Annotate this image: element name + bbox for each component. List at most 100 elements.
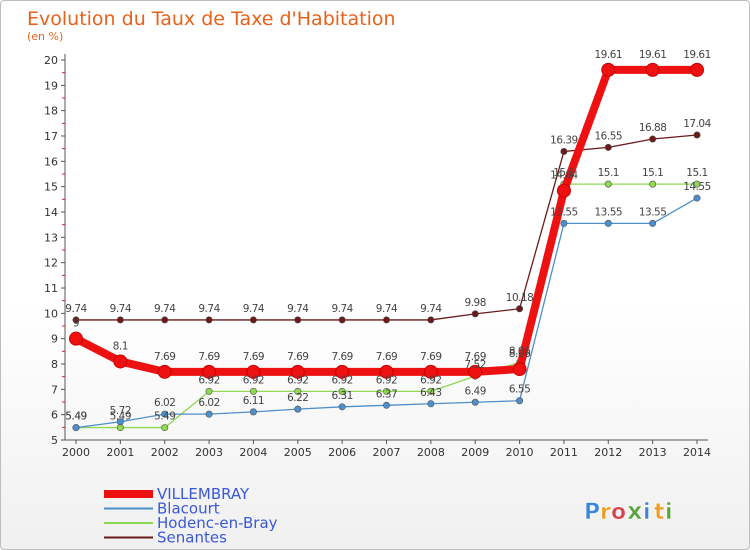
data-point [604,143,612,151]
x-tick-label: 2000 [62,446,90,459]
logo-letter: x [627,497,643,525]
data-point [157,364,172,379]
data-label: 14.84 [550,170,578,182]
x-tick-label: 2010 [506,446,534,459]
x-tick-label: 2002 [151,446,179,459]
data-label: 9.74 [65,303,87,315]
y-tick-label: 19 [44,79,58,92]
legend-label: Blacourt [157,500,220,518]
y-tick-label: 18 [44,105,58,118]
tick-labels: 5 6 7 8 9 10 11 12 13 14 15 16 17 18 19 20 2000 2001 2002 2… [44,54,711,459]
data-label: 6.92 [287,374,308,386]
data-label: 15.1 [642,167,663,179]
data-point [205,387,213,395]
data-point [649,219,657,227]
data-label: 7.69 [154,351,175,363]
data-point [427,400,435,408]
data-label: 7.69 [465,351,486,363]
data-point [294,405,302,413]
data-point [116,316,124,324]
legend-label: Hodenc-en-Bray [157,514,278,532]
data-label: 6.92 [420,374,441,386]
x-tick-label: 2012 [594,446,622,459]
data-label: 17.04 [683,118,711,130]
data-label: 7.52 [465,359,486,371]
data-point [382,387,390,395]
data-point [690,62,704,77]
axes [61,54,708,444]
data-label: 9.74 [243,303,265,315]
data-label: 6.55 [509,384,530,396]
series-line [75,134,698,321]
data-point [290,364,305,379]
data-point [205,410,213,418]
data-point [560,147,568,155]
logo-letter: i [665,500,673,525]
data-label: 7.69 [198,351,219,363]
data-label: 15.1 [598,167,619,179]
data-point [649,135,657,143]
data-label: 15.1 [686,167,707,179]
legend-item: Senantes [104,529,227,547]
series-layer [69,62,704,432]
data-point [645,62,660,77]
chart-title: Evolution du Taux de Taxe d'Habitation [27,8,396,30]
data-point [382,316,390,324]
data-label: 16.39 [550,134,578,146]
y-tick-label: 6 [51,409,58,422]
logo-letter: t [654,500,665,525]
data-point [649,180,657,188]
data-point [471,398,479,406]
data-label: 13.55 [639,206,667,218]
data-label: 6.43 [420,387,441,399]
data-label: 9.74 [331,303,353,315]
data-point [205,316,213,324]
data-label: 6.92 [331,374,352,386]
data-point [427,387,435,395]
data-label: 9.74 [420,303,442,315]
y-tick-label: 9 [51,333,58,346]
data-label: 7.69 [420,351,441,363]
data-point [427,316,435,324]
data-point [294,316,302,324]
data-label: 7.69 [376,351,397,363]
y-tick-label: 8 [51,358,58,371]
data-point [116,418,124,426]
data-label: 5.49 [154,411,175,423]
data-point [423,364,438,379]
x-tick-label: 2008 [417,446,445,459]
y-tick-label: 13 [44,231,58,244]
data-point [512,362,527,377]
series-senantes [72,131,701,324]
data-label: 19.61 [683,49,711,61]
data-label: 19.61 [639,49,667,61]
y-tick-label: 11 [44,282,58,295]
data-label: 19.61 [595,49,623,61]
data-point [516,305,524,313]
data-point [249,408,257,416]
data-point [601,62,616,77]
y-tick-label: 16 [44,155,58,168]
data-point [379,364,394,379]
data-label: 13.55 [595,206,623,218]
data-point [471,310,479,318]
series-villembray [69,62,704,379]
data-label: 6.92 [243,374,264,386]
data-label: 7.69 [287,351,308,363]
data-label: 10.18 [506,292,534,304]
data-point [516,397,524,405]
data-point [113,354,128,369]
data-point [72,316,80,324]
data-label: 9.74 [110,303,132,315]
x-tick-label: 2013 [639,446,667,459]
data-label: 6.92 [376,374,397,386]
data-label: 7.69 [243,351,264,363]
data-label: 6.92 [198,374,219,386]
data-label: 5.72 [110,405,131,417]
data-point [338,316,346,324]
data-label: 6.22 [287,392,308,404]
data-label: 13.55 [550,206,578,218]
y-tick-label: 17 [44,130,58,143]
